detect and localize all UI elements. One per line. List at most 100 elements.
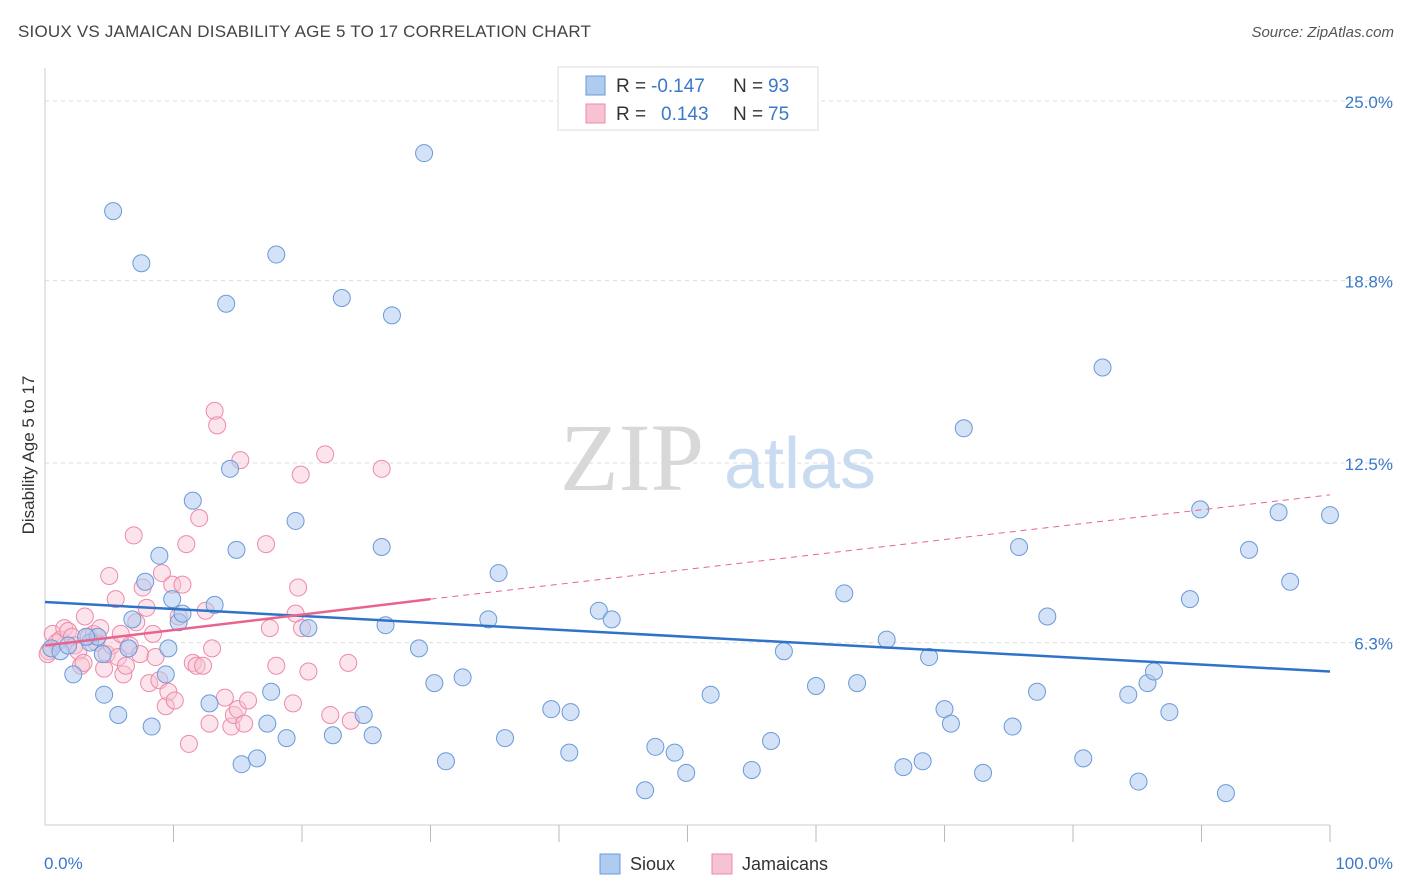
- jamaicans-point: [146, 648, 165, 667]
- jamaicans-point: [239, 691, 258, 710]
- y-tick-label: 6.3%: [1354, 635, 1393, 654]
- sioux-point: [286, 511, 305, 530]
- grid-lines: [45, 100, 1395, 644]
- sioux-point: [200, 694, 219, 713]
- sioux-point: [415, 144, 434, 163]
- sioux-point: [150, 546, 169, 565]
- sioux-point: [496, 729, 515, 748]
- jamaicans-point: [235, 714, 254, 733]
- sioux-point: [835, 584, 854, 603]
- bottom-legend: Sioux Jamaicans: [599, 853, 828, 875]
- sioux-point: [1028, 682, 1047, 701]
- sioux-point: [299, 619, 318, 638]
- sioux-point: [1093, 358, 1112, 377]
- jamaicans-point: [208, 416, 227, 435]
- jamaicans-point: [339, 653, 358, 672]
- sioux-point: [409, 639, 428, 658]
- jamaicans-point: [124, 526, 143, 545]
- sioux-point: [1321, 506, 1339, 525]
- watermark: ZIP atlas: [560, 404, 876, 511]
- sioux-point: [262, 682, 281, 701]
- sioux-point: [920, 648, 939, 667]
- sioux-point: [173, 604, 192, 623]
- sioux-point: [104, 202, 123, 221]
- y-tick-labels: 6.3% 12.5% 18.8% 25.0%: [1345, 93, 1393, 654]
- sioux-point: [913, 752, 932, 771]
- legend-sioux-swatch: [585, 75, 606, 96]
- jamaicans-point: [190, 509, 209, 528]
- jamaicans-point: [106, 590, 125, 609]
- sioux-point: [323, 726, 342, 745]
- legend-jam-n-label: N =: [733, 104, 763, 125]
- sioux-point: [646, 737, 665, 756]
- axes: [44, 68, 1331, 842]
- top-legend: R = -0.147 N = 93 R = 0.143 N = 75: [557, 66, 819, 131]
- sioux-point: [1191, 500, 1210, 519]
- sioux-point: [589, 601, 608, 620]
- jamaicans-point: [321, 705, 340, 724]
- sioux-point: [665, 743, 684, 762]
- x-tick-labels: 0.0% 100.0%: [44, 854, 1393, 873]
- sioux-point: [848, 674, 867, 693]
- sioux-point: [1160, 703, 1179, 722]
- sioux-point: [1281, 572, 1300, 591]
- sioux-point: [894, 758, 913, 777]
- bottom-legend-sioux: Sioux: [630, 854, 675, 874]
- source-label: Source: ZipAtlas.com: [1251, 24, 1394, 41]
- jamaicans-point: [100, 566, 119, 585]
- jamaicans-point: [74, 653, 93, 672]
- sioux-point: [354, 705, 373, 724]
- sioux-point: [156, 665, 175, 684]
- jamaicans-point: [316, 445, 335, 464]
- sioux-point: [93, 645, 112, 664]
- jamaicans-trend-line: [44, 597, 431, 647]
- sioux-point: [807, 677, 825, 696]
- y-tick-label: 12.5%: [1345, 455, 1393, 474]
- sioux-point: [159, 639, 178, 658]
- sioux-point: [453, 668, 472, 687]
- jamaicans-point: [179, 734, 198, 753]
- sioux-point: [205, 595, 224, 614]
- sioux-point: [221, 459, 240, 478]
- jamaicans-point: [289, 578, 308, 597]
- jamaicans-point: [75, 607, 94, 626]
- sioux-point: [677, 763, 696, 782]
- sioux-point: [1010, 538, 1029, 557]
- jamaicans-point: [173, 575, 192, 594]
- sioux-point: [183, 491, 202, 510]
- sioux-point: [1144, 662, 1163, 681]
- sioux-point: [974, 763, 993, 782]
- legend-sioux-r: -0.147: [651, 76, 705, 97]
- sioux-point: [560, 743, 579, 762]
- sioux-point: [248, 749, 267, 768]
- sioux-point: [636, 781, 655, 800]
- jamaicans-point: [299, 662, 318, 681]
- sioux-point: [602, 610, 621, 629]
- sioux-point: [119, 639, 138, 658]
- sioux-point: [267, 245, 286, 264]
- legend-sioux-n: 93: [768, 76, 789, 97]
- sioux-point: [132, 254, 151, 273]
- chart-title: SIOUX VS JAMAICAN DISABILITY AGE 5 TO 17…: [18, 22, 592, 41]
- legend-sioux-r-label: R =: [616, 76, 646, 97]
- sioux-trend-line: [44, 600, 1331, 673]
- jamaicans-point: [215, 688, 234, 707]
- jamaicans-point: [140, 674, 159, 693]
- sioux-point: [136, 572, 155, 591]
- sioux-point: [95, 685, 114, 704]
- jamaicans-point: [200, 714, 219, 733]
- sioux-point: [1216, 784, 1235, 803]
- sioux-point: [163, 590, 182, 609]
- sioux-point: [954, 419, 973, 438]
- jamaicans-point: [194, 656, 213, 675]
- jamaicans-point: [177, 535, 196, 554]
- sioux-point: [332, 288, 351, 307]
- sioux-point: [142, 717, 161, 736]
- sioux-point: [479, 610, 498, 629]
- legend-jam-r-label: R =: [616, 104, 646, 125]
- y-tick-label: 18.8%: [1345, 273, 1393, 292]
- sioux-point: [64, 665, 83, 684]
- sioux-point: [1269, 503, 1288, 522]
- jamaicans-point: [152, 564, 171, 583]
